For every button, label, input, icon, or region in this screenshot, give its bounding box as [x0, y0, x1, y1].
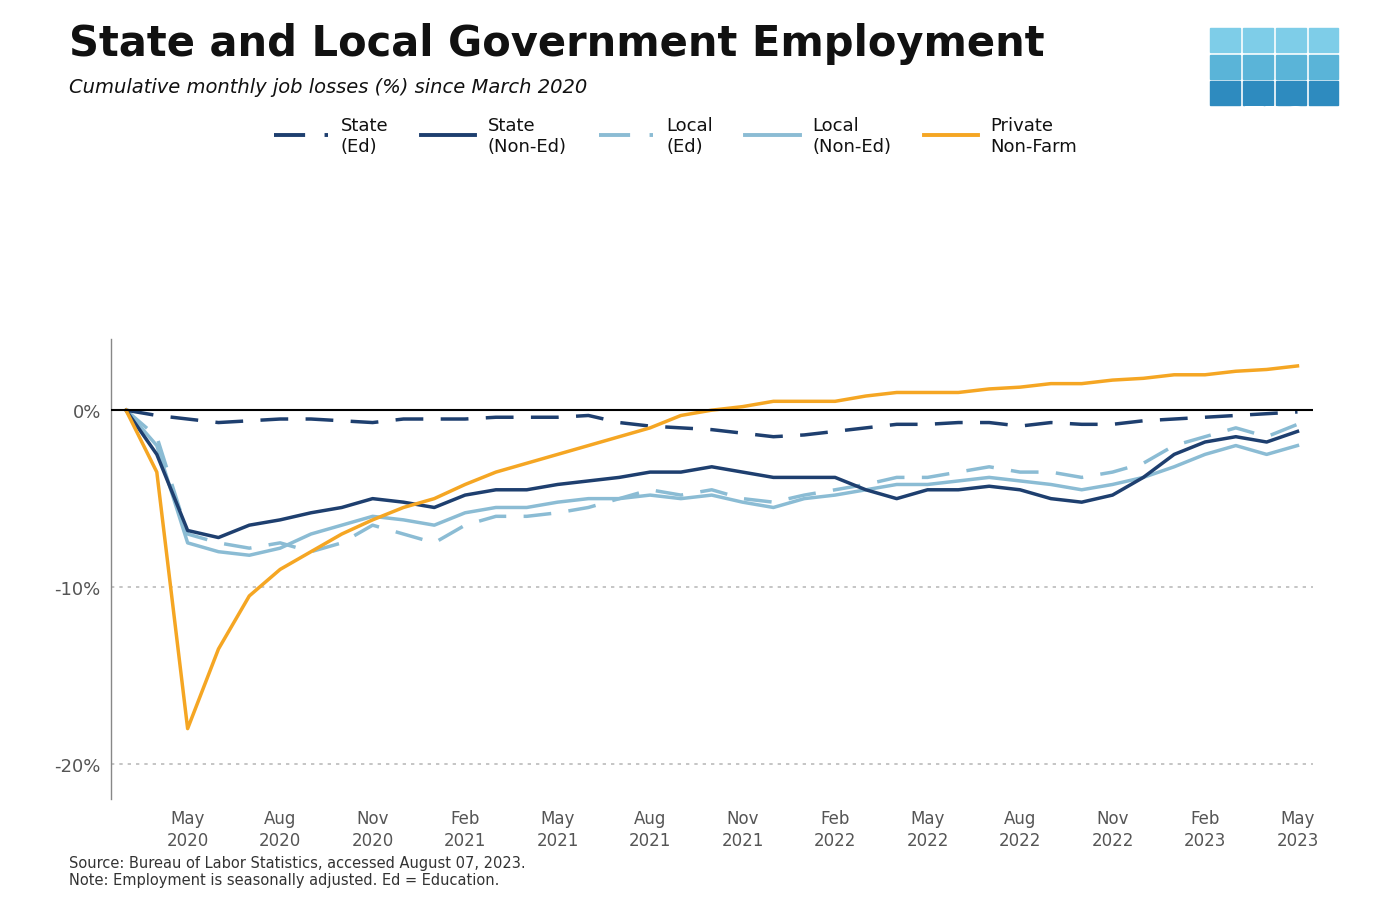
Text: Cumulative monthly job losses (%) since March 2020: Cumulative monthly job losses (%) since …: [69, 78, 587, 97]
FancyBboxPatch shape: [1211, 29, 1240, 53]
Legend: State
(Ed), State
(Non-Ed), Local
(Ed), Local
(Non-Ed), Private
Non-Farm: State (Ed), State (Non-Ed), Local (Ed), …: [267, 110, 1085, 164]
FancyBboxPatch shape: [1309, 56, 1338, 79]
Text: Source: Bureau of Labor Statistics, accessed August 07, 2023.
Note: Employment i: Source: Bureau of Labor Statistics, acce…: [69, 855, 525, 887]
FancyBboxPatch shape: [1309, 82, 1338, 106]
FancyBboxPatch shape: [1276, 29, 1306, 53]
Text: State and Local Government Employment: State and Local Government Employment: [69, 23, 1045, 65]
FancyBboxPatch shape: [1244, 29, 1273, 53]
FancyBboxPatch shape: [1211, 82, 1240, 106]
FancyBboxPatch shape: [1211, 56, 1240, 79]
Text: TPC: TPC: [1245, 105, 1305, 132]
FancyBboxPatch shape: [1244, 56, 1273, 79]
FancyBboxPatch shape: [1309, 29, 1338, 53]
FancyBboxPatch shape: [1244, 82, 1273, 106]
FancyBboxPatch shape: [1276, 82, 1306, 106]
FancyBboxPatch shape: [1276, 56, 1306, 79]
